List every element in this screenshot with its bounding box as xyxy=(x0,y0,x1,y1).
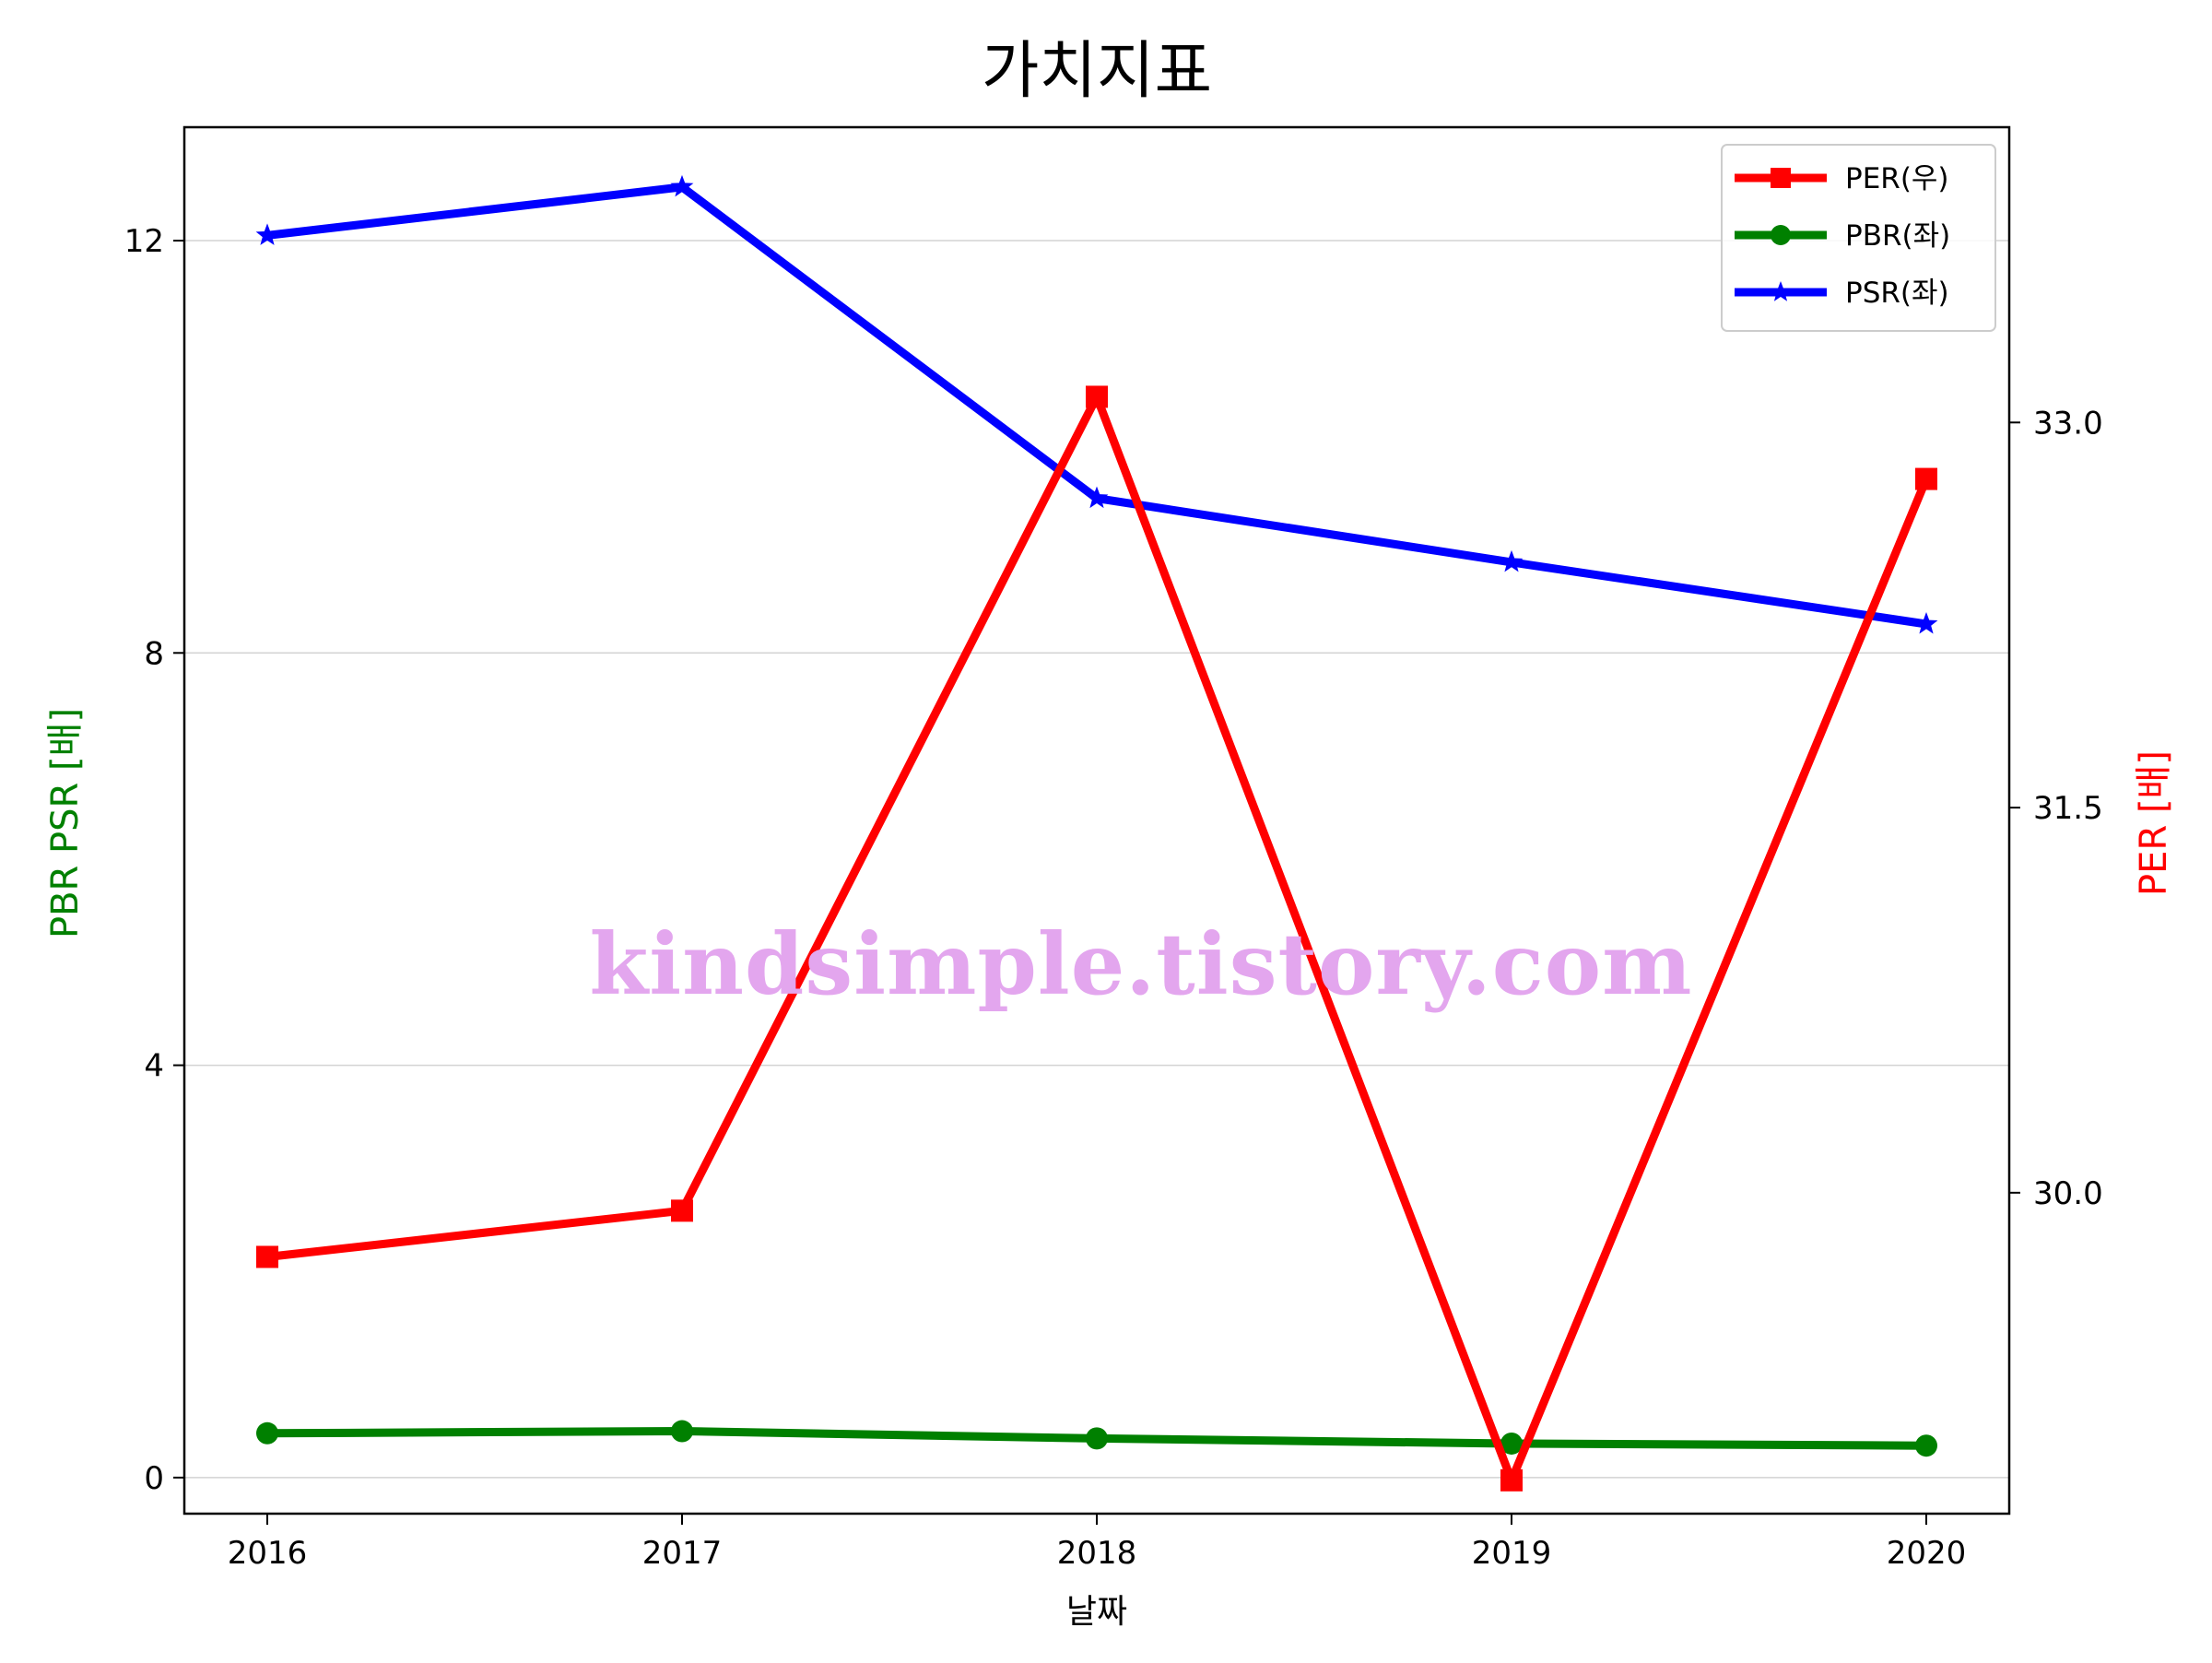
x-tick-label: 2016 xyxy=(228,1535,308,1572)
y-axis-label-left: PBR PSR [배] xyxy=(44,708,87,938)
y-tick-label-left: 8 xyxy=(144,635,164,672)
data-point-pbr xyxy=(256,1421,278,1445)
data-point-per xyxy=(1915,467,1937,490)
data-point-per xyxy=(671,1199,693,1222)
legend: PER(우) PBR(좌) PSR(좌) xyxy=(1721,144,1996,332)
data-point-psr xyxy=(255,223,279,245)
legend-marker-psr xyxy=(1770,281,1792,301)
x-tick-label: 2017 xyxy=(642,1535,723,1572)
data-point-per xyxy=(1086,385,1108,408)
data-point-psr xyxy=(1500,549,1524,572)
data-point-pbr xyxy=(671,1420,693,1443)
data-point-pbr xyxy=(1500,1432,1523,1455)
data-point-pbr xyxy=(1915,1434,1937,1457)
watermark: kindsimple.tistory.com xyxy=(589,914,1692,1014)
legend-label-psr: PSR(좌) xyxy=(1845,277,1949,310)
legend-marker-pbr xyxy=(1771,225,1791,245)
x-tick-label: 2020 xyxy=(1887,1535,1967,1572)
series-layer xyxy=(255,174,1938,1492)
y-tick-label-left: 0 xyxy=(144,1460,164,1497)
data-point-psr xyxy=(1085,486,1109,509)
data-point-pbr xyxy=(1086,1427,1108,1450)
legend-box xyxy=(1721,144,1996,332)
x-tick-label: 2019 xyxy=(1472,1535,1552,1572)
legend-label-pbr: PBR(좌) xyxy=(1845,219,1950,253)
y-tick-label-left: 4 xyxy=(144,1048,164,1085)
y-tick-label-left: 12 xyxy=(124,223,164,260)
data-point-psr xyxy=(1914,612,1938,634)
legend-marker-per xyxy=(1771,168,1791,188)
y-axis-label-right: PER [배] xyxy=(2133,750,2175,896)
chart-title: 가치지표 xyxy=(982,35,1212,108)
y-tick-label-right: 33.0 xyxy=(2033,405,2103,442)
grid-layer xyxy=(184,240,2009,1479)
data-point-psr xyxy=(670,174,694,197)
x-axis-label: 날짜 xyxy=(1066,1593,1127,1631)
y-tick-label-right: 31.5 xyxy=(2033,790,2103,827)
data-point-per xyxy=(1500,1468,1523,1492)
y-tick-label-right: 30.0 xyxy=(2033,1175,2103,1212)
legend-label-per: PER(우) xyxy=(1845,162,1949,195)
x-tick-label: 2018 xyxy=(1057,1535,1137,1572)
data-point-per xyxy=(256,1245,278,1268)
axes-layer: 0 4 8 12 30.0 31.5 33.0 2016 2017 2018 2019 2020 xyxy=(124,223,2103,1572)
